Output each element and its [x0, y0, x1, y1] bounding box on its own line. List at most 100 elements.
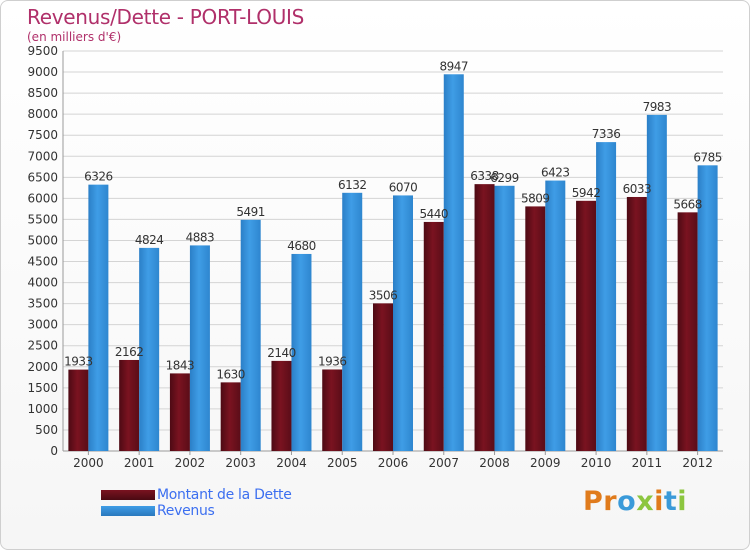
logo-letter: x: [636, 486, 655, 517]
y-tick-label: 7000: [27, 149, 58, 163]
bar-revenue: [291, 253, 312, 451]
proxiti-logo: Proxiti: [583, 486, 687, 517]
data-label-debt: 6338: [470, 169, 499, 183]
data-label-debt: 6033: [623, 182, 652, 196]
bar-debt: [474, 184, 495, 451]
data-label-revenue: 4680: [287, 239, 316, 253]
data-label-revenue: 7983: [643, 100, 672, 114]
bar-revenue: [393, 195, 413, 451]
data-label-revenue: 5491: [236, 205, 265, 219]
legend-item-revenue: Revenus: [101, 503, 292, 519]
y-tick-label: 3500: [27, 297, 58, 311]
bar-revenue: [646, 114, 667, 451]
y-tick-label: 8000: [27, 107, 58, 121]
y-tick-label: 8500: [27, 86, 58, 100]
x-tick-label: 2007: [428, 456, 459, 470]
bar-debt: [677, 212, 698, 451]
bar-debt: [423, 221, 444, 451]
y-tick-label: 9500: [27, 44, 58, 58]
data-label-debt: 1630: [216, 367, 245, 381]
bar-debt: [271, 360, 292, 451]
y-tick-label: 9000: [27, 65, 58, 79]
bar-revenue: [139, 247, 160, 451]
bar-revenue: [342, 192, 363, 451]
logo-letter: t: [663, 486, 678, 517]
bar-revenue: [240, 219, 261, 451]
legend-label-revenue: Revenus: [157, 503, 215, 519]
x-tick-label: 2004: [276, 456, 307, 470]
legend-swatch-revenue: [101, 506, 155, 516]
bar-revenue: [545, 180, 566, 451]
data-label-revenue: 7336: [592, 127, 621, 141]
y-tick-label: 0: [50, 444, 58, 458]
x-tick-label: 2001: [124, 456, 155, 470]
bar-revenue: [189, 245, 210, 451]
y-tick-label: 3000: [27, 318, 58, 332]
logo-letter: P: [583, 486, 604, 517]
y-tick-label: 4000: [27, 276, 58, 290]
bar-debt: [626, 196, 647, 451]
data-label-revenue: 6785: [693, 150, 722, 164]
x-tick-label: 2000: [73, 456, 104, 470]
y-tick-label: 6500: [27, 170, 58, 184]
y-tick-label: 1500: [27, 381, 58, 395]
y-tick-label: 1000: [27, 402, 58, 416]
data-label-debt: 3506: [369, 288, 398, 302]
data-label-debt: 5668: [673, 197, 702, 211]
y-tick-label: 5500: [27, 212, 58, 226]
bar-debt: [525, 206, 546, 451]
data-label-revenue: 6326: [84, 170, 113, 184]
data-label-revenue: 4824: [135, 233, 164, 247]
x-tick-label: 2009: [530, 456, 561, 470]
bar-revenue: [596, 142, 617, 451]
bar-debt: [220, 382, 241, 451]
legend: Montant de la Dette Revenus: [101, 487, 292, 519]
data-label-revenue: 6132: [338, 178, 367, 192]
data-label-debt: 5440: [419, 207, 448, 221]
chart-subtitle: (en milliers d'€): [27, 30, 122, 44]
y-tick-label: 7500: [27, 128, 58, 142]
y-tick-label: 2000: [27, 360, 58, 374]
data-label-debt: 1936: [318, 354, 347, 368]
logo-letter: i: [654, 486, 664, 517]
data-label-revenue: 6423: [541, 166, 570, 180]
data-label-revenue: 8947: [439, 59, 468, 73]
data-label-debt: 2140: [267, 346, 296, 360]
x-tick-label: 2008: [479, 456, 510, 470]
x-tick-label: 2005: [327, 456, 358, 470]
bar-debt: [322, 369, 343, 451]
y-tick-label: 5000: [27, 233, 58, 247]
y-tick-label: 500: [35, 423, 58, 437]
x-tick-label: 2003: [225, 456, 256, 470]
bar-debt: [576, 200, 597, 451]
data-label-revenue: 4883: [186, 230, 215, 244]
x-tick-label: 2012: [682, 456, 713, 470]
x-tick-label: 2002: [175, 456, 206, 470]
x-tick-label: 2011: [632, 456, 663, 470]
data-label-debt: 5809: [521, 191, 550, 205]
y-tick-label: 2500: [27, 339, 58, 353]
bar-revenue: [88, 184, 109, 452]
data-label-revenue: 6299: [490, 171, 519, 185]
y-tick-label: 6000: [27, 191, 58, 205]
data-label-debt: 2162: [115, 345, 144, 359]
data-label-debt: 1843: [166, 358, 195, 372]
x-tick-label: 2006: [378, 456, 409, 470]
logo-letter: i: [677, 486, 688, 517]
bar-debt: [373, 303, 393, 451]
y-tick-label: 4500: [27, 255, 58, 269]
data-label-revenue: 6070: [389, 180, 418, 194]
bar-revenue: [443, 74, 464, 451]
bar-revenue: [494, 185, 515, 452]
bar-revenue: [697, 165, 718, 451]
x-tick-label: 2010: [581, 456, 612, 470]
data-label-debt: 1933: [64, 355, 93, 369]
logo-letter: o: [617, 486, 637, 517]
legend-label-debt: Montant de la Dette: [157, 487, 292, 503]
bar-debt: [68, 369, 89, 451]
data-label-debt: 5942: [572, 186, 601, 200]
bar-debt: [169, 373, 190, 451]
bar-debt: [119, 359, 140, 451]
